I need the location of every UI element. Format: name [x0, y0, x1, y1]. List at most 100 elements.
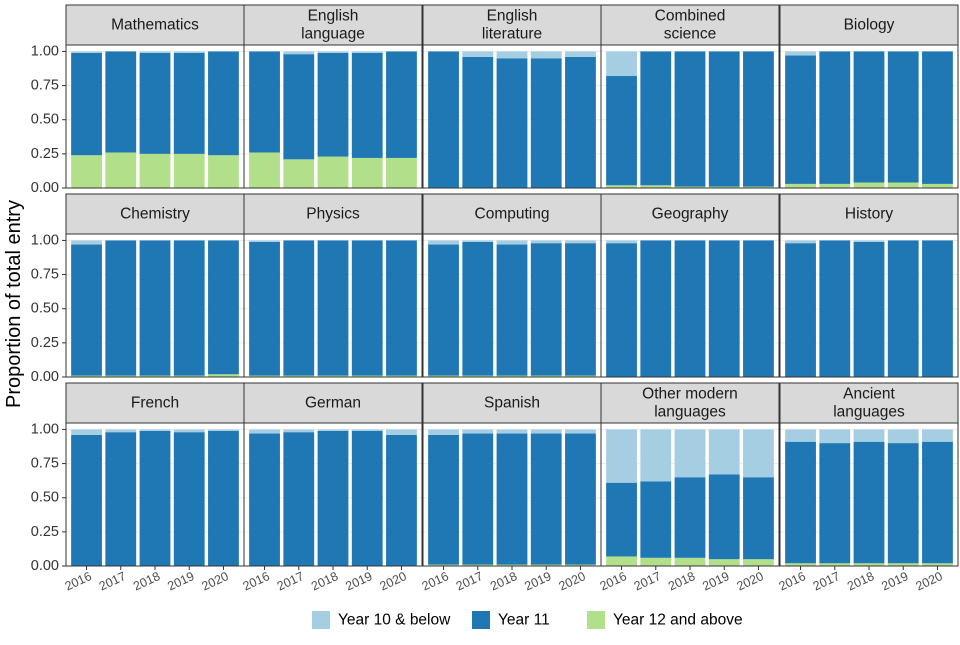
bar-segment	[530, 564, 562, 566]
bar-segment	[819, 51, 851, 184]
facet-strip	[600, 193, 780, 235]
bar-segment	[565, 564, 596, 566]
facet-title: English	[308, 8, 359, 25]
bar-segment	[674, 51, 706, 187]
bar-segment	[462, 564, 494, 566]
bar-segment	[853, 429, 885, 442]
panel-border	[243, 233, 423, 378]
bar-segment	[606, 76, 637, 186]
bar-segment	[317, 240, 349, 376]
bar-segment	[105, 375, 137, 377]
bar-segment	[386, 51, 417, 158]
facet-panel: Geography	[600, 193, 780, 378]
bar-segment	[743, 477, 774, 560]
bar-segment	[249, 240, 280, 242]
bar-segment	[139, 429, 171, 431]
bar-segment	[462, 433, 494, 565]
bar-segment	[71, 434, 102, 566]
bar-segment	[249, 152, 280, 188]
x-tick-label: 2018	[666, 569, 697, 593]
y-tick-label: 0.75	[31, 456, 59, 472]
y-tick-label: 1.00	[31, 232, 59, 248]
bar-segment	[785, 55, 816, 184]
legend-item: Year 11	[472, 611, 550, 629]
bar-segment	[853, 563, 885, 566]
bar-segment	[351, 430, 383, 566]
bar-segment	[496, 51, 528, 59]
bar-segment	[640, 185, 672, 188]
bar-segment	[530, 240, 562, 244]
bar-segment	[743, 240, 774, 377]
facet-title: History	[845, 206, 893, 223]
bar-segment	[606, 556, 637, 566]
bar-segment	[496, 244, 528, 376]
bar-segment	[105, 51, 137, 153]
bar-segment	[674, 429, 706, 478]
x-tick-label: 2016	[63, 569, 94, 593]
bar-segment	[71, 155, 102, 188]
facet-title: Combined	[655, 8, 726, 25]
bar-segment	[530, 429, 562, 434]
bar-segment	[462, 51, 494, 57]
legend-item: Year 12 and above	[587, 611, 743, 629]
bar-segment	[496, 375, 528, 377]
facet-panel: Computing	[422, 193, 602, 378]
bar-segment	[317, 156, 349, 188]
bar-segment	[208, 240, 239, 375]
facet-panel: Biology	[779, 4, 959, 189]
bar-segment	[853, 182, 885, 188]
bar-segment	[887, 443, 919, 564]
bar-segment	[565, 375, 596, 377]
facet-strip	[422, 193, 602, 235]
facet-panel: Mathematics 0.00 0.25 0.50 0.75 1.00	[31, 4, 245, 196]
x-tick-label: 2020	[557, 569, 588, 593]
bar-segment	[819, 240, 851, 377]
bar-segment	[71, 375, 102, 377]
panels: Mathematics0.000.250.500.751.00Englishla…	[31, 4, 959, 593]
bar-segment	[743, 186, 774, 188]
x-tick-label: 2019	[165, 569, 196, 593]
x-tick-label: 2016	[420, 569, 451, 593]
x-tick-label: 2018	[488, 569, 519, 593]
x-tick-label: 2019	[700, 569, 731, 593]
x-tick-label: 2016	[777, 569, 808, 593]
bar-segment	[283, 429, 315, 433]
bar-segment	[428, 375, 459, 377]
x-tick-label: 2019	[343, 569, 374, 593]
bar-segment	[283, 240, 315, 376]
bar-segment	[922, 563, 953, 566]
bar-segment	[105, 152, 137, 188]
legend-label: Year 10 & below	[338, 612, 451, 629]
bar-segment	[743, 559, 774, 566]
bar-segment	[496, 240, 528, 245]
facet-strip	[600, 4, 780, 46]
bar-segment	[105, 240, 137, 376]
bar-segment	[428, 244, 459, 376]
facet-title: Computing	[475, 206, 550, 223]
y-tick-label: 1.00	[31, 421, 59, 437]
panel-border	[779, 233, 959, 378]
bar-segment	[139, 51, 171, 53]
bar-segment	[743, 51, 774, 187]
y-tick-label: 0.50	[31, 490, 59, 506]
bar-segment	[496, 433, 528, 565]
bar-segment	[674, 477, 706, 558]
bar-segment	[351, 429, 383, 431]
bar-segment	[386, 157, 417, 188]
bar-segment	[565, 243, 596, 376]
facet-title: languages	[654, 404, 726, 421]
facet-title: Physics	[306, 206, 360, 223]
bar-segment	[785, 243, 816, 377]
bar-segment	[530, 433, 562, 565]
facet-strip	[600, 382, 780, 424]
facet-strip	[779, 4, 959, 46]
legend-swatch	[312, 611, 330, 629]
bar-segment	[139, 52, 171, 154]
legend-label: Year 12 and above	[613, 612, 743, 629]
facet-title: language	[301, 26, 365, 43]
